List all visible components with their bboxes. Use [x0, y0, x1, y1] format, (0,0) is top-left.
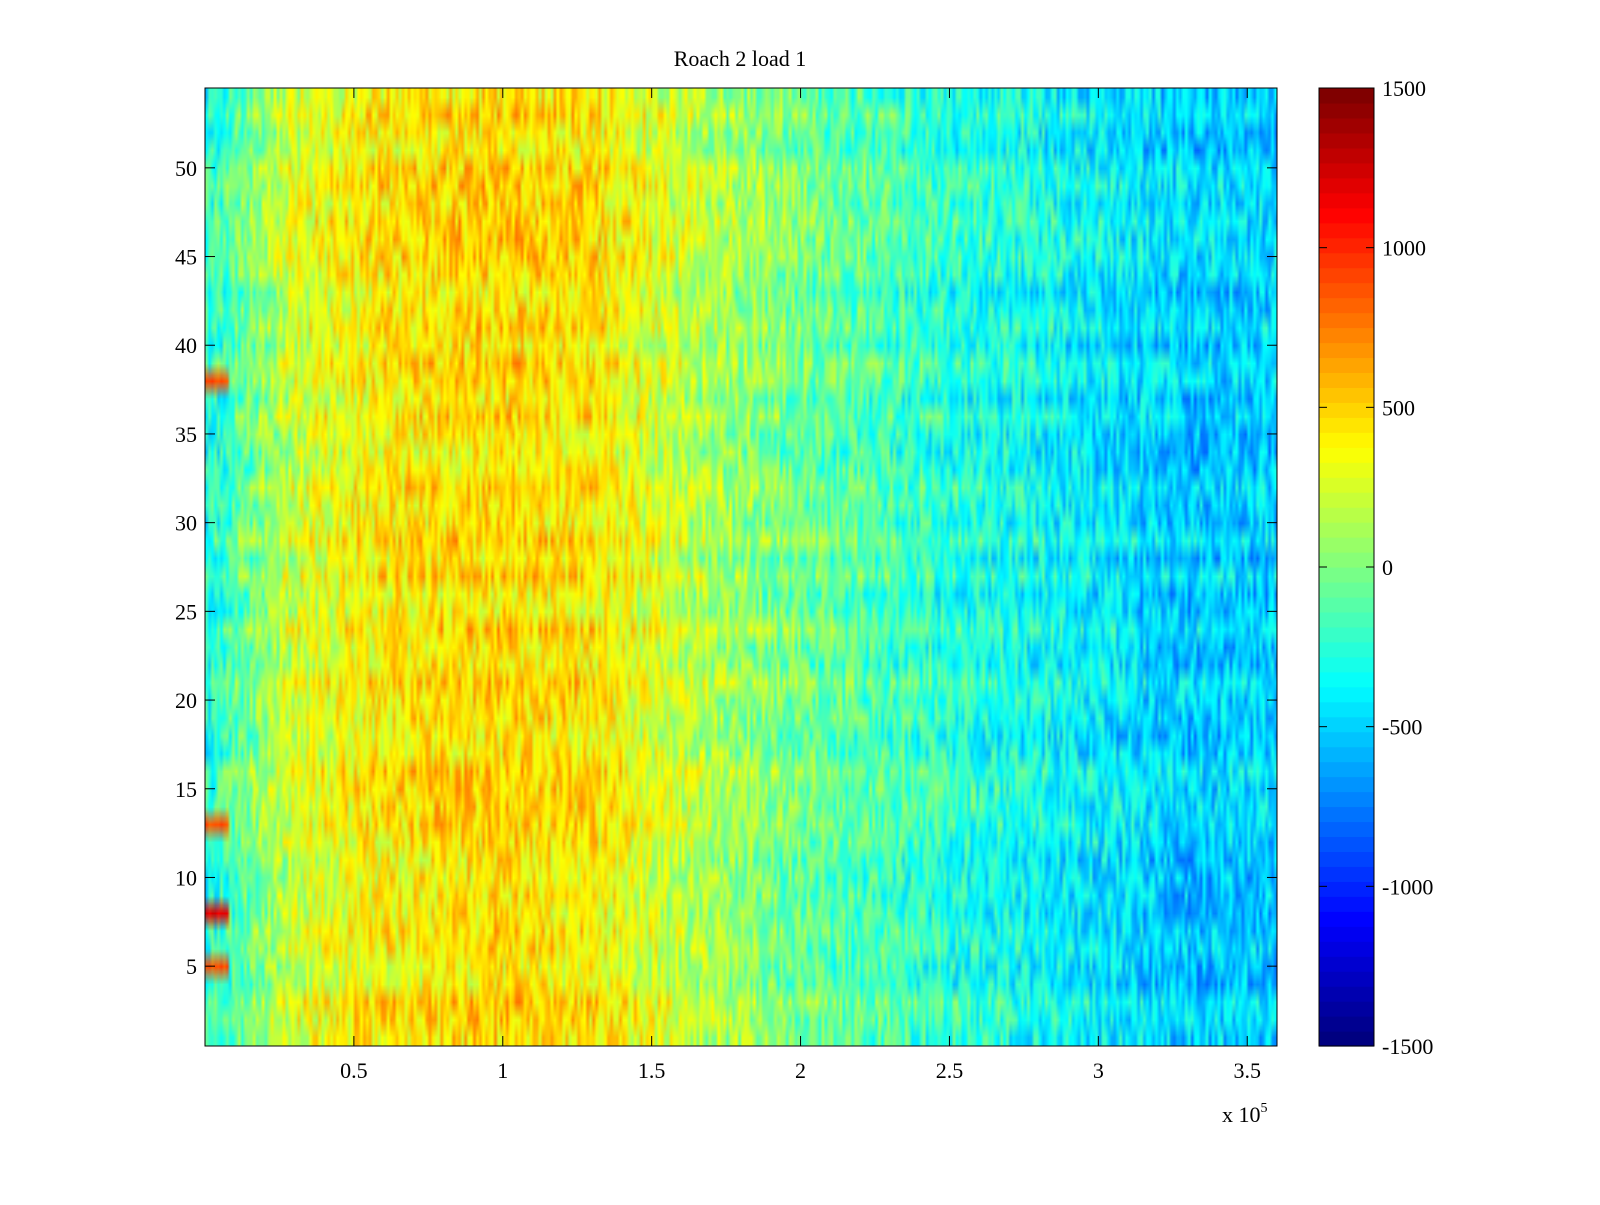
y-tick-label: 5 [186, 954, 197, 979]
colorbar-tick-label: -1000 [1382, 874, 1433, 899]
heatmap-image [205, 88, 1277, 1046]
colorbar-step [1319, 926, 1374, 942]
colorbar-step [1319, 507, 1374, 523]
colorbar-step [1319, 686, 1374, 703]
colorbar-step [1319, 746, 1374, 763]
colorbar-step [1319, 282, 1374, 299]
y-tick-label: 40 [175, 333, 197, 358]
colorbar-step [1319, 821, 1374, 838]
colorbar-step [1319, 132, 1374, 149]
colorbar-step [1319, 342, 1374, 359]
colorbar-step [1319, 192, 1374, 209]
x-tick-label: 1 [497, 1058, 508, 1083]
colorbar-step [1319, 881, 1374, 897]
plot-frame [204, 87, 1278, 1047]
colorbar-tick-label: -1500 [1382, 1034, 1433, 1059]
colorbar-step [1319, 402, 1374, 418]
x-tick-label: 3 [1093, 1058, 1104, 1083]
y-axis: 5 10 15 20 25 30 35 40 45 50 [175, 156, 1277, 979]
colorbar-step [1319, 207, 1374, 224]
colorbar-step [1319, 312, 1374, 329]
colorbar-step [1319, 177, 1374, 194]
x-tick-label: 1.5 [638, 1058, 666, 1083]
colorbar-step [1319, 581, 1374, 598]
colorbar-step [1319, 851, 1374, 867]
colorbar-step [1319, 836, 1374, 853]
colorbar-step [1319, 387, 1374, 403]
colorbar-step [1319, 297, 1374, 314]
colorbar-step [1319, 611, 1374, 628]
colorbar-step [1319, 88, 1374, 104]
colorbar-step [1319, 252, 1374, 269]
colorbar-step [1319, 701, 1374, 718]
colorbar-step [1319, 447, 1374, 463]
y-tick-label: 30 [175, 511, 197, 536]
colorbar-step [1319, 911, 1374, 927]
colorbar-step [1319, 641, 1374, 658]
colorbar-step [1319, 417, 1374, 433]
y-tick-label: 45 [175, 245, 197, 270]
y-tick-label: 20 [175, 688, 197, 713]
colorbar-step [1319, 971, 1374, 987]
heatmap-cells [205, 88, 1277, 1046]
colorbar-step [1319, 986, 1374, 1002]
colorbar-step [1319, 267, 1374, 284]
colorbar-step [1319, 956, 1374, 972]
colorbar-tick-label: 0 [1382, 555, 1393, 580]
colorbar-step [1319, 671, 1374, 688]
x-exponent-label: x 105 [1222, 1101, 1268, 1127]
colorbar-tick-label: 1500 [1382, 76, 1426, 101]
colorbar-step [1319, 626, 1374, 643]
colorbar-tick-label: 1000 [1382, 236, 1426, 261]
colorbar-step [1319, 237, 1374, 254]
x-tick-label: 3.5 [1233, 1058, 1261, 1083]
colorbar-step [1319, 896, 1374, 912]
colorbar-step [1319, 432, 1374, 448]
colorbar-step [1319, 102, 1374, 119]
colorbar-step [1319, 716, 1374, 733]
colorbar-step [1319, 477, 1374, 493]
colorbar-tick-label: 500 [1382, 395, 1415, 420]
colorbar-step [1319, 596, 1374, 613]
colorbar-step [1319, 806, 1374, 823]
colorbar-step [1319, 656, 1374, 673]
colorbar-step [1319, 866, 1374, 882]
colorbar-step [1319, 222, 1374, 239]
x-tick-label: 2 [795, 1058, 806, 1083]
colorbar-step [1319, 327, 1374, 344]
colorbar-step [1319, 492, 1374, 508]
colorbar-step [1319, 462, 1374, 478]
colorbar-step [1319, 761, 1374, 778]
colorbar-step [1319, 117, 1374, 134]
colorbar-step [1319, 941, 1374, 957]
colorbar-step [1319, 552, 1374, 568]
colorbar-step [1319, 357, 1374, 374]
y-tick-label: 15 [175, 777, 197, 802]
colorbar-tick-label: -500 [1382, 715, 1422, 740]
colorbar-step [1319, 1031, 1374, 1047]
x-axis: 0.5 1 1.5 2 2.5 3 3.5 [340, 88, 1261, 1083]
colorbar [1319, 88, 1374, 1047]
y-tick-label: 10 [175, 865, 197, 890]
colorbar-step [1319, 567, 1374, 583]
x-tick-label: 2.5 [936, 1058, 964, 1083]
colorbar-step [1319, 731, 1374, 748]
y-tick-label: 50 [175, 156, 197, 181]
y-tick-label: 25 [175, 599, 197, 624]
colorbar-step [1319, 162, 1374, 179]
y-tick-label: 35 [175, 422, 197, 447]
colorbar-step [1319, 791, 1374, 808]
colorbar-step [1319, 147, 1374, 164]
colorbar-step [1319, 1001, 1374, 1017]
colorbar-step [1319, 372, 1374, 388]
colorbar-axis: 1500 1000 500 0 -500 -1000 -1500 [1319, 76, 1433, 1059]
x-tick-label: 0.5 [340, 1058, 368, 1083]
colorbar-step [1319, 522, 1374, 538]
chart-title: Roach 2 load 1 [674, 46, 807, 71]
colorbar-step [1319, 1016, 1374, 1032]
colorbar-step [1319, 537, 1374, 553]
colorbar-step [1319, 776, 1374, 793]
